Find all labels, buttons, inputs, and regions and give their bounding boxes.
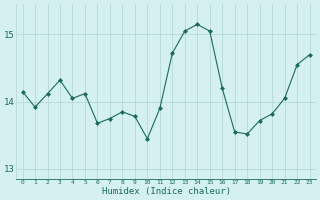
X-axis label: Humidex (Indice chaleur): Humidex (Indice chaleur) — [101, 187, 231, 196]
